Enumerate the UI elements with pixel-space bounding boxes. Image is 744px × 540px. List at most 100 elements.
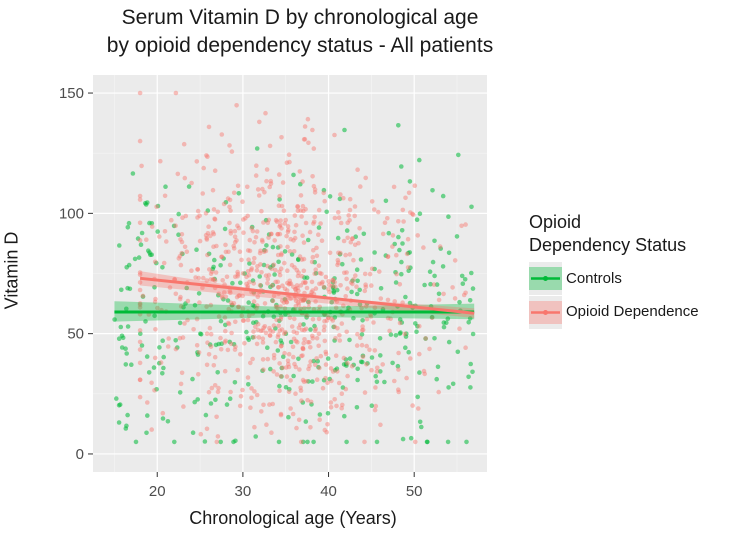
data-point: [305, 116, 311, 122]
data-point: [231, 301, 237, 306]
data-point: [291, 373, 296, 379]
data-point: [286, 361, 291, 367]
data-point: [144, 430, 149, 436]
data-point: [236, 304, 241, 310]
data-point: [152, 388, 157, 393]
data-point: [400, 207, 406, 213]
data-point: [285, 280, 290, 286]
data-point: [222, 368, 228, 374]
data-point: [260, 328, 265, 333]
data-point: [438, 246, 444, 251]
data-point: [227, 204, 232, 210]
data-point: [306, 299, 311, 305]
data-point: [328, 400, 334, 405]
data-point: [308, 359, 313, 364]
data-point: [311, 219, 317, 225]
data-point: [346, 213, 352, 218]
data-point: [323, 351, 329, 357]
data-point: [380, 362, 386, 367]
data-point: [317, 304, 323, 310]
data-point: [152, 299, 158, 305]
data-point: [143, 319, 148, 324]
data-point: [240, 318, 246, 323]
data-point: [304, 315, 309, 320]
data-point: [154, 387, 159, 392]
y-tick-label: 150: [59, 85, 84, 102]
data-point: [137, 377, 143, 383]
data-point: [298, 298, 304, 304]
data-point: [265, 356, 271, 362]
data-point: [341, 303, 346, 309]
data-point: [300, 233, 305, 238]
data-point: [337, 333, 342, 338]
data-point: [254, 341, 260, 347]
data-point: [378, 286, 384, 291]
data-point: [326, 287, 331, 292]
data-point: [245, 317, 251, 323]
data-point: [335, 326, 340, 331]
data-point: [212, 257, 217, 263]
data-point: [294, 267, 300, 273]
data-point: [301, 340, 307, 346]
data-point: [325, 356, 331, 361]
data-point: [393, 280, 399, 285]
data-point: [347, 196, 353, 202]
data-point: [356, 240, 361, 246]
data-point: [255, 321, 261, 327]
data-point: [387, 328, 392, 334]
data-point: [237, 249, 243, 254]
data-point: [238, 394, 244, 399]
data-point: [403, 294, 408, 300]
data-point: [269, 283, 275, 288]
data-point: [396, 350, 401, 356]
data-point: [228, 208, 233, 213]
data-point: [266, 217, 272, 223]
data-point: [292, 229, 297, 235]
data-point: [299, 353, 304, 359]
data-point: [330, 277, 336, 283]
data-point: [405, 236, 411, 242]
data-point: [296, 325, 302, 331]
data-point: [336, 210, 341, 215]
data-point: [286, 351, 292, 357]
data-point: [138, 331, 143, 337]
data-point: [253, 319, 259, 325]
data-point: [276, 285, 282, 290]
data-point: [293, 298, 299, 304]
data-point: [312, 323, 317, 329]
data-point: [400, 241, 405, 246]
data-point: [358, 257, 364, 262]
data-point: [260, 336, 266, 342]
data-point: [196, 350, 202, 355]
data-point: [263, 110, 268, 116]
data-point: [287, 249, 293, 254]
data-point: [306, 379, 311, 384]
data-point: [228, 231, 234, 236]
data-point: [396, 387, 401, 393]
data-point: [373, 385, 378, 390]
data-point: [355, 366, 361, 372]
data-point: [218, 263, 223, 268]
data-point: [350, 236, 355, 241]
data-point: [305, 237, 311, 243]
data-point: [277, 383, 282, 389]
data-point: [457, 326, 462, 332]
data-point: [299, 257, 305, 262]
data-point: [236, 191, 242, 196]
data-point: [257, 274, 263, 279]
data-point: [462, 277, 468, 282]
data-point: [139, 343, 145, 348]
data-point: [354, 284, 359, 290]
data-point: [383, 198, 389, 204]
data-point: [205, 340, 210, 346]
data-point: [247, 279, 252, 285]
data-point: [369, 283, 374, 288]
data-point: [304, 285, 310, 291]
data-point: [250, 278, 256, 283]
data-point: [359, 327, 365, 333]
data-point: [293, 391, 298, 397]
data-point: [293, 364, 299, 370]
data-point: [221, 256, 226, 261]
data-point: [460, 281, 466, 287]
x-tick-label: 20: [149, 483, 166, 500]
